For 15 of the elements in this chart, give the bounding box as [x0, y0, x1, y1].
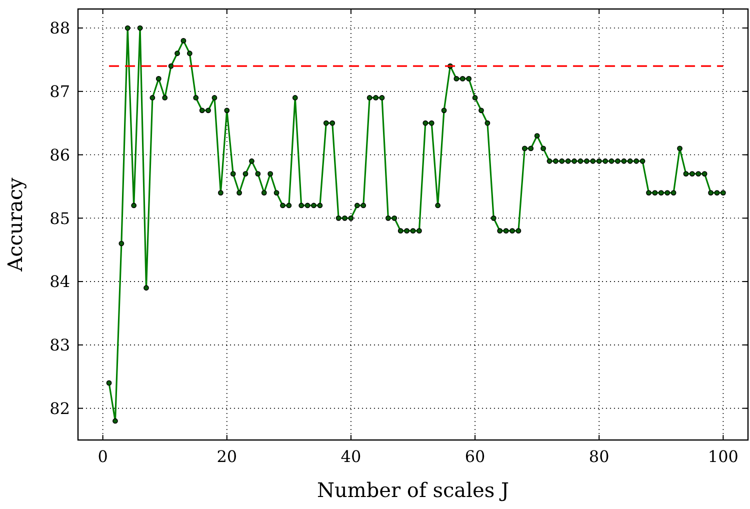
x-axis-title: Number of scales J: [317, 478, 509, 502]
y-tick-label: 87: [50, 82, 70, 101]
y-tick-label: 82: [50, 398, 70, 418]
x-tick-label: 80: [588, 447, 610, 466]
x-tick-label: 40: [340, 447, 362, 466]
y-tick-label: 84: [50, 272, 70, 292]
y-tick-label: 85: [50, 208, 70, 228]
x-tick-label: 0: [98, 447, 108, 466]
y-tick-label: 83: [50, 336, 70, 355]
y-tick-label: 88: [50, 18, 70, 38]
y-axis-title: Accuracy: [3, 176, 27, 272]
x-tick-label: 100: [708, 447, 738, 466]
x-tick-label: 20: [216, 447, 238, 466]
x-tick-label: 60: [464, 447, 486, 466]
y-tick-label: 86: [50, 145, 70, 164]
